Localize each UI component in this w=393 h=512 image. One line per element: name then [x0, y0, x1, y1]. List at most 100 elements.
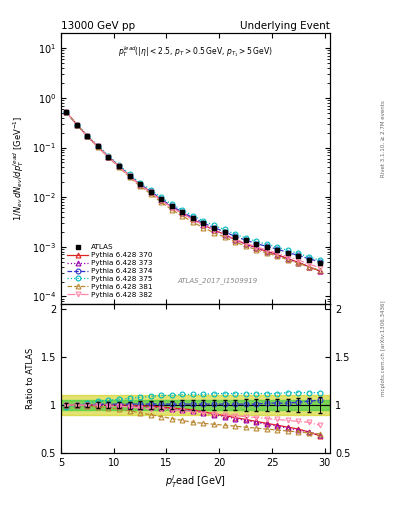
Pythia 6.428 375 [317, 257, 322, 263]
Pythia 6.428 382 [159, 197, 163, 203]
Pythia 6.428 374 [159, 196, 163, 202]
Pythia 6.428 381 [138, 183, 142, 189]
Pythia 6.428 375 [307, 254, 311, 260]
Pythia 6.428 370 [138, 182, 142, 188]
Y-axis label: Ratio to ATLAS: Ratio to ATLAS [26, 348, 35, 409]
Pythia 6.428 382 [233, 236, 237, 242]
Pythia 6.428 370 [148, 188, 153, 195]
Pythia 6.428 370 [64, 109, 68, 115]
Pythia 6.428 374 [64, 109, 68, 115]
Pythia 6.428 381 [212, 230, 217, 236]
Pythia 6.428 374 [264, 243, 269, 249]
Pythia 6.428 373 [243, 241, 248, 247]
Pythia 6.428 374 [148, 188, 153, 195]
Pythia 6.428 374 [106, 154, 111, 160]
Pythia 6.428 381 [117, 164, 121, 170]
Pythia 6.428 373 [233, 237, 237, 243]
Pythia 6.428 370 [212, 227, 217, 233]
Pythia 6.428 382 [74, 121, 79, 127]
Pythia 6.428 381 [243, 243, 248, 249]
Pythia 6.428 382 [148, 189, 153, 196]
Pythia 6.428 382 [95, 143, 100, 150]
Pythia 6.428 373 [74, 121, 79, 127]
Y-axis label: $1/N_{ev}\,dN_{ev}/dp_T^{lead}$ [GeV$^{-1}$]: $1/N_{ev}\,dN_{ev}/dp_T^{lead}$ [GeV$^{-… [11, 116, 26, 222]
Pythia 6.428 382 [212, 227, 217, 233]
Pythia 6.428 375 [233, 231, 237, 237]
Pythia 6.428 375 [222, 226, 227, 232]
Pythia 6.428 381 [264, 250, 269, 256]
Pythia 6.428 373 [169, 204, 174, 210]
Pythia 6.428 370 [307, 264, 311, 270]
Pythia 6.428 370 [169, 204, 174, 210]
Pythia 6.428 381 [191, 219, 195, 225]
Pythia 6.428 382 [127, 173, 132, 179]
Pythia 6.428 375 [138, 180, 142, 186]
Pythia 6.428 382 [169, 204, 174, 210]
Text: mcplots.cern.ch [arXiv:1306.3436]: mcplots.cern.ch [arXiv:1306.3436] [381, 301, 386, 396]
Pythia 6.428 381 [169, 207, 174, 213]
Pythia 6.428 374 [85, 133, 90, 139]
Pythia 6.428 381 [286, 257, 290, 263]
Pythia 6.428 381 [64, 109, 68, 115]
Pythia 6.428 382 [201, 222, 206, 228]
Pythia 6.428 370 [254, 245, 259, 251]
Pythia 6.428 375 [95, 142, 100, 148]
Pythia 6.428 375 [64, 110, 68, 116]
Pythia 6.428 373 [296, 260, 301, 266]
Pythia 6.428 381 [159, 199, 163, 205]
Pythia 6.428 370 [127, 173, 132, 179]
Pythia 6.428 381 [201, 225, 206, 231]
Pythia 6.428 375 [169, 201, 174, 207]
Pythia 6.428 370 [95, 143, 100, 150]
Pythia 6.428 382 [317, 265, 322, 271]
Pythia 6.428 373 [254, 245, 259, 251]
Pythia 6.428 374 [127, 173, 132, 179]
Pythia 6.428 382 [286, 254, 290, 260]
Pythia 6.428 373 [127, 173, 132, 179]
Pythia 6.428 373 [222, 231, 227, 238]
Pythia 6.428 374 [117, 163, 121, 169]
Pythia 6.428 370 [201, 222, 206, 228]
Pythia 6.428 373 [264, 248, 269, 254]
Pythia 6.428 382 [180, 210, 185, 217]
Pythia 6.428 375 [286, 247, 290, 253]
Pythia 6.428 375 [159, 195, 163, 201]
Pythia 6.428 374 [95, 143, 100, 150]
Pythia 6.428 375 [296, 250, 301, 257]
Pythia 6.428 373 [85, 133, 90, 139]
Pythia 6.428 374 [317, 259, 322, 265]
Line: Pythia 6.428 381: Pythia 6.428 381 [64, 110, 322, 273]
Pythia 6.428 381 [296, 260, 301, 266]
Pythia 6.428 381 [317, 267, 322, 273]
Text: Underlying Event: Underlying Event [240, 21, 330, 31]
Pythia 6.428 382 [117, 163, 121, 169]
Pythia 6.428 374 [180, 209, 185, 215]
Pythia 6.428 373 [117, 163, 121, 169]
Line: Pythia 6.428 373: Pythia 6.428 373 [64, 110, 322, 273]
Pythia 6.428 375 [148, 186, 153, 193]
Pythia 6.428 373 [317, 268, 322, 274]
Pythia 6.428 370 [159, 197, 163, 203]
Pythia 6.428 373 [95, 143, 100, 150]
Pythia 6.428 370 [222, 231, 227, 238]
Text: ATLAS_2017_I1509919: ATLAS_2017_I1509919 [177, 278, 257, 284]
Pythia 6.428 382 [296, 257, 301, 263]
Pythia 6.428 375 [106, 153, 111, 159]
Pythia 6.428 374 [296, 252, 301, 259]
Pythia 6.428 374 [233, 233, 237, 240]
Pythia 6.428 382 [191, 217, 195, 223]
Pythia 6.428 382 [222, 231, 227, 237]
Pythia 6.428 370 [191, 216, 195, 222]
Pythia 6.428 374 [307, 256, 311, 262]
Pythia 6.428 382 [85, 133, 90, 139]
Pythia 6.428 374 [222, 228, 227, 234]
Pythia 6.428 374 [275, 246, 280, 252]
Pythia 6.428 381 [85, 133, 90, 139]
Pythia 6.428 375 [74, 121, 79, 127]
Pythia 6.428 382 [106, 154, 111, 160]
Pythia 6.428 375 [191, 212, 195, 219]
Pythia 6.428 381 [148, 190, 153, 197]
Pythia 6.428 374 [138, 181, 142, 187]
Pythia 6.428 370 [85, 133, 90, 139]
Pythia 6.428 375 [85, 133, 90, 139]
